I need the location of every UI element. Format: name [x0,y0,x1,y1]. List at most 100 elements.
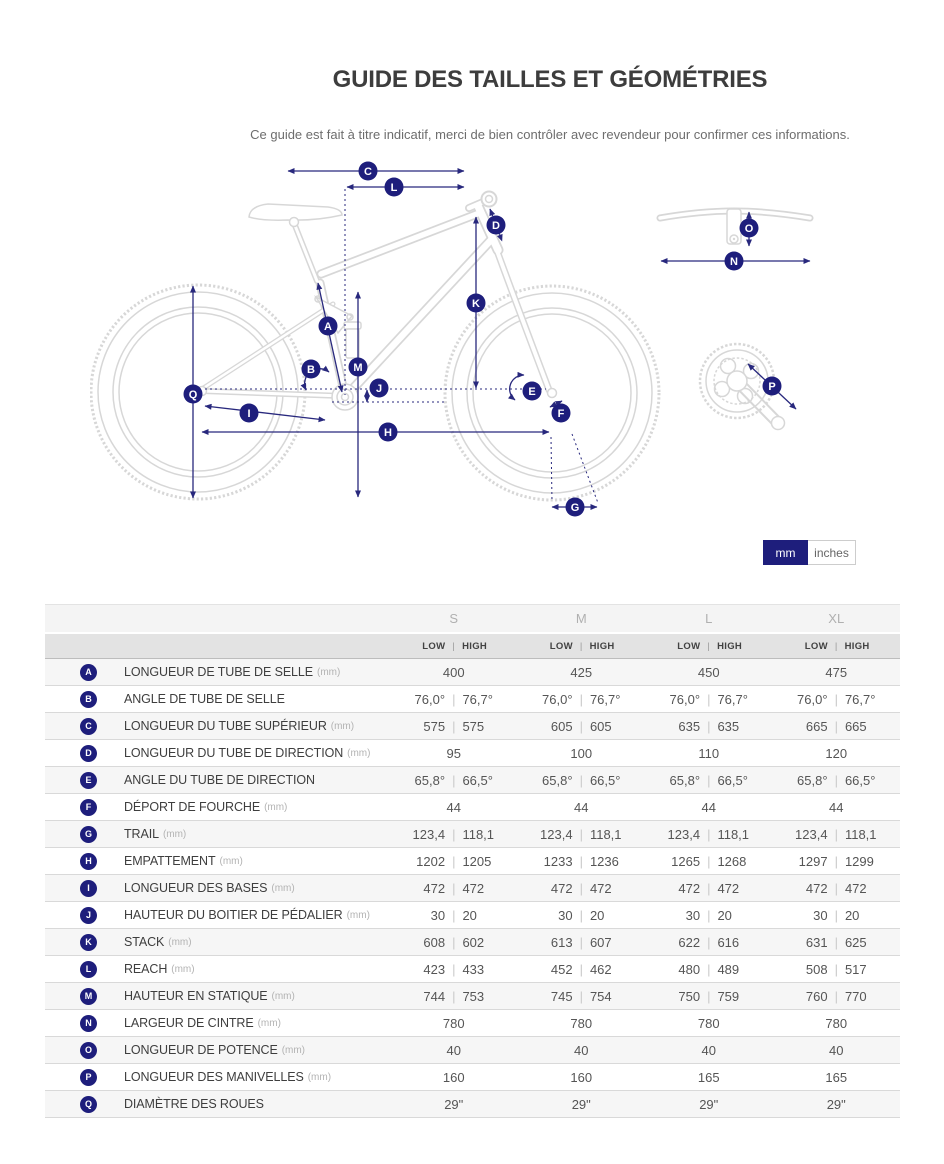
row-letter-badge: G [80,825,97,843]
table-row: P LONGUEUR DES MANIVELLES (mm) 160 160 165… [45,1064,900,1091]
page-header: GUIDE DES TAILLES ET GÉOMÉTRIES Ce guide… [156,0,944,142]
geometry-value-cell: 40 [518,1037,646,1063]
geometry-value-cell: 123,4 | 118,1 [518,821,646,847]
svg-text:G: G [571,502,580,514]
value-high: 517 [844,961,867,977]
value-low: 631 [805,934,828,950]
geometry-value-cell: 65,8° | 66,5° [390,767,518,793]
value: 165 [825,1069,848,1085]
value-high: 76,7° [717,691,748,707]
badge-O: O [739,218,759,238]
value-low: 76,0° [669,691,701,707]
geometry-value-cell: 44 [518,794,646,820]
geometry-value-cell: 165 [645,1064,773,1090]
geometry-value-cell: 1233 | 1236 [518,848,646,874]
value-separator: | [579,772,583,788]
bike-frame [199,198,814,429]
geometry-value-cell: 40 [773,1037,901,1063]
value: 29" [444,1096,464,1112]
lowhigh-header: LOW | HIGH [549,640,615,652]
value: 160 [442,1069,465,1085]
row-label-cell: K STACK (mm) [45,929,390,955]
geometry-value-cell: 110 [645,740,773,766]
value-high: 625 [844,934,867,950]
table-size-header-row: S M L XL [45,604,900,634]
value: 780 [442,1015,465,1031]
row-letter-badge: E [80,771,97,789]
value: 165 [697,1069,720,1085]
value-low: 1265 [671,853,701,869]
value-low: 123,4 [540,826,573,842]
bike-geometry-diagram: A B C D E F G H I J K L M N O P Q [90,161,814,517]
row-label-cell: A LONGUEUR DE TUBE DE SELLE (mm) [45,659,390,685]
row-letter-badge: I [80,879,97,897]
value-separator: | [452,718,456,734]
size-col-l: L [705,611,713,626]
geometry-value-cell: 635 | 635 [645,713,773,739]
value-high: 118,1 [844,826,877,842]
row-label: HAUTEUR DU BOITIER DE PÉDALIER [124,908,343,922]
badge-F: F [551,403,571,423]
value-low: 575 [423,718,446,734]
row-label: LONGUEUR DES BASES [124,881,268,895]
value-low: 480 [678,961,701,977]
value-high: 489 [717,961,740,977]
badge-H: H [378,422,398,442]
units-inches-button[interactable]: inches [808,540,856,565]
value-low: 665 [805,718,828,734]
geometry-value-cell: 100 [518,740,646,766]
row-unit: (mm) [330,720,355,732]
table-row: G TRAIL (mm) 123,4 | 118,1 123,4 | 118,1 123,4… [45,821,900,848]
value-high: 462 [589,961,612,977]
table-row: K STACK (mm) 608 | 602 613 | 607 622 | 616 631 | 62… [45,929,900,956]
table-row: O LONGUEUR DE POTENCE (mm) 40 40 40 40 [45,1037,900,1064]
value-high: 635 [717,718,740,734]
measurement-arrows [190,168,811,510]
value-high: 118,1 [462,826,495,842]
geometry-value-cell: 1265 | 1268 [645,848,773,874]
row-unit: (mm) [281,1044,306,1056]
value-separator: | [834,718,838,734]
value: 29" [699,1096,719,1112]
value-separator: | [834,691,838,707]
value-low: 608 [423,934,446,950]
row-unit: (mm) [219,855,243,867]
value-separator: | [834,961,838,977]
value-high: 472 [717,880,740,896]
value-high: 76,7° [589,691,621,707]
value: 400 [442,664,465,680]
value-high: 118,1 [589,826,622,842]
table-row: H EMPATTEMENT (mm) 1202 | 1205 1233 | 1236 126… [45,848,900,875]
value-separator: | [579,880,583,896]
row-label-cell: P LONGUEUR DES MANIVELLES (mm) [45,1064,390,1090]
row-label-cell: F DÉPORT DE FOURCHE (mm) [45,794,390,820]
svg-text:A: A [324,321,332,333]
value-separator: | [579,826,583,842]
row-unit: (mm) [171,963,195,975]
geometry-value-cell: 40 [645,1037,773,1063]
row-label: EMPATTEMENT [124,854,216,868]
table-row: E ANGLE DU TUBE DE DIRECTION 65,8° | 66,5°… [45,767,900,794]
row-label-cell: O LONGUEUR DE POTENCE (mm) [45,1037,390,1063]
geometry-value-cell: 750 | 759 [645,983,773,1009]
row-label: TRAIL [124,827,159,841]
units-mm-button[interactable]: mm [763,540,808,565]
row-letter-badge: B [80,690,97,708]
geometry-value-cell: 472 | 472 [773,875,901,901]
svg-text:H: H [384,427,392,439]
geometry-value-cell: 472 | 472 [390,875,518,901]
value-high: 1236 [589,853,619,869]
geometry-value-cell: 744 | 753 [390,983,518,1009]
row-letter-badge: F [80,798,97,816]
value-separator: | [834,988,838,1004]
value-high: 20 [589,907,605,923]
geometry-value-cell: 65,8° | 66,5° [773,767,901,793]
row-label-cell: D LONGUEUR DU TUBE DE DIRECTION (mm) [45,740,390,766]
row-unit: (mm) [347,747,371,759]
geometry-value-cell: 123,4 | 118,1 [390,821,518,847]
row-letter-badge: J [80,906,97,924]
value: 40 [701,1042,716,1058]
value-separator: | [834,853,838,869]
geometry-value-cell: 622 | 616 [645,929,773,955]
row-unit: (mm) [257,1017,281,1029]
